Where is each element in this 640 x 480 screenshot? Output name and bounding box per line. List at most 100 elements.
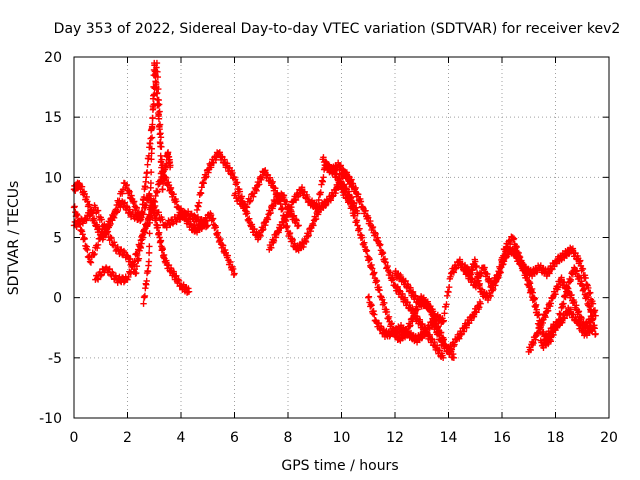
data-point [583,294,591,301]
data-point [372,230,379,238]
data-point [585,284,592,292]
data-point [355,191,362,198]
data-point [371,269,378,276]
data-point [242,203,250,210]
data-point [212,224,219,231]
data-point [173,218,180,226]
data-point [78,183,86,190]
data-point [155,115,163,122]
data-point [93,244,101,252]
data-point [149,203,157,210]
data-point [197,190,205,197]
data-point [435,330,442,337]
data-point [147,135,154,142]
data-point [84,246,91,254]
data-point [81,235,88,243]
data-point [283,198,290,206]
data-point [90,251,97,259]
data-point [74,211,81,219]
data-point [157,143,164,150]
data-point [154,102,162,109]
data-point [170,191,177,198]
y-axis-label: SDTVAR / TECUs [6,181,22,296]
data-point [443,301,450,308]
data-point [257,232,264,240]
data-point [363,247,371,254]
data-point [195,199,203,206]
data-point [279,205,286,212]
data-point [153,83,160,91]
data-point [130,261,137,268]
data-point [591,325,598,332]
data-point [407,322,414,329]
data-point [531,295,538,302]
data-point [126,269,134,277]
data-point [349,203,356,210]
series-track-8 [266,160,361,253]
data-point [312,215,320,223]
series-track-15 [512,244,599,319]
data-point [108,235,115,242]
data-point [155,209,162,216]
data-point [246,198,253,205]
data-point [365,293,373,300]
data-point [560,300,567,307]
data-point [231,270,238,277]
data-point [127,269,135,276]
data-point [366,256,373,263]
data-point [550,331,557,339]
data-point [147,212,154,219]
x-tick-label: 2 [123,430,132,446]
data-point [487,292,494,300]
data-point [388,320,395,327]
data-point [365,214,372,221]
data-point [157,158,165,166]
x-tick-label: 6 [230,430,239,446]
data-point [494,274,502,281]
data-point [477,300,484,307]
data-point [510,235,518,242]
data-point [589,300,597,307]
data-point [451,341,458,348]
data-point [371,311,378,318]
series-track-5 [92,168,238,286]
y-tick-label: 0 [53,291,62,307]
data-point [277,200,284,208]
data-point [101,221,108,228]
data-point [285,211,292,218]
data-point [157,237,165,244]
data-point [568,291,575,299]
x-axis-label: GPS time / hours [281,458,398,474]
data-point [239,200,246,207]
data-point [156,131,164,138]
data-point [315,196,322,204]
data-point [351,212,359,220]
data-point [157,134,165,141]
grid [74,57,609,418]
data-point [79,220,87,227]
data-point [71,203,78,210]
data-point [227,258,234,266]
data-point [578,314,585,322]
data-point [441,310,448,317]
data-point [187,211,195,218]
data-point [140,300,147,307]
data-point [144,161,151,168]
data-point [589,312,597,319]
data-point [284,222,291,230]
data-point [445,283,453,291]
data-point [137,216,145,223]
data-point [76,221,83,228]
data-point [140,193,148,201]
data-point [133,204,141,212]
data-point [139,234,147,241]
data-point [94,241,102,249]
data-point [89,209,96,217]
data-point [552,324,560,331]
series-track-9 [319,154,447,362]
data-point [135,255,143,262]
data-point [555,316,563,323]
x-tick-label: 4 [177,430,186,446]
data-point [125,273,132,281]
data-point [173,198,180,205]
